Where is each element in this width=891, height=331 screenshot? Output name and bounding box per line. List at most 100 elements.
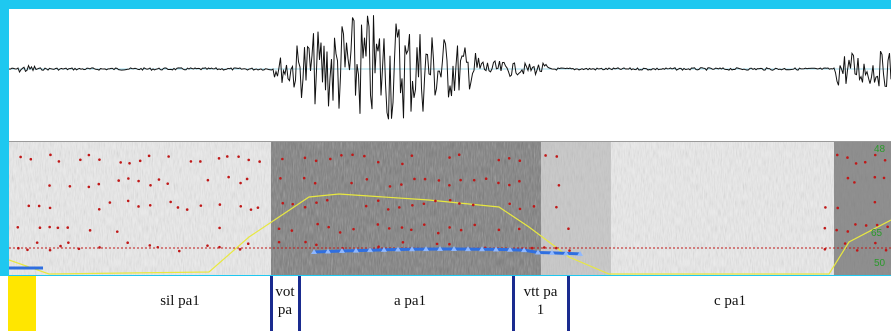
boundary-2[interactable]: [298, 276, 301, 331]
formant-dot: [256, 206, 260, 209]
formant-dot: [835, 153, 839, 157]
boundary-3[interactable]: [512, 276, 515, 331]
segment-a-pa1[interactable]: a pa1: [393, 293, 427, 309]
formant-dot: [435, 242, 439, 246]
formant-dot: [873, 175, 877, 179]
formant-dot: [238, 248, 242, 251]
spectrogram-panel[interactable]: 48 65 50: [9, 142, 891, 275]
axis-tick-bottom: 50: [874, 258, 886, 269]
formant-dot: [458, 202, 461, 205]
formant-dot: [237, 155, 240, 158]
formant-dot: [823, 226, 827, 230]
formant-dot: [340, 153, 343, 157]
formant-dot: [29, 157, 33, 161]
formant-dot: [115, 230, 119, 233]
formant-dot: [410, 154, 414, 157]
pitch-mark: [535, 249, 541, 255]
formant-dot: [302, 176, 306, 180]
formant-dot: [239, 181, 242, 185]
formant-dot: [189, 160, 193, 163]
pitch-mark: [479, 246, 485, 252]
pitch-mark: [563, 250, 569, 256]
formant-dot: [304, 240, 307, 244]
formant-dot: [448, 198, 452, 202]
segment-sil-pa1[interactable]: sil pa1: [160, 293, 200, 309]
formant-dot: [329, 157, 332, 161]
formant-dot: [363, 154, 366, 158]
formant-dot: [350, 181, 353, 185]
axis-tick-mid: 65: [871, 228, 883, 239]
formant-dot: [448, 183, 451, 187]
segment-vtt-line1[interactable]: vtt pa: [523, 284, 558, 300]
pitch-marks: [311, 246, 583, 256]
formant-dot: [19, 155, 22, 159]
formant-dot: [854, 162, 858, 165]
formant-dot: [388, 185, 392, 188]
formant-dot: [218, 226, 221, 230]
formant-dot: [48, 184, 51, 187]
formant-dot: [87, 153, 91, 157]
formant-dot: [835, 228, 838, 232]
formant-dot: [352, 227, 355, 231]
formant-dot: [225, 155, 229, 158]
boundary-4[interactable]: [567, 276, 570, 331]
segment-vot-line2[interactable]: pa: [277, 302, 293, 318]
formant-dot: [315, 243, 318, 247]
formant-dot: [873, 200, 877, 204]
segment-c-pa1[interactable]: c pa1: [713, 293, 747, 309]
formant-dot: [843, 242, 847, 245]
segment-vot-line1[interactable]: vot: [275, 284, 295, 300]
formant-dot: [846, 156, 849, 159]
formant-dot: [127, 177, 130, 180]
formant-dot: [846, 230, 850, 233]
formant-dot: [291, 202, 295, 206]
waveform-panel[interactable]: [8, 9, 891, 142]
pitch-mark: [493, 246, 499, 252]
formant-dot: [68, 184, 72, 188]
formant-dot: [185, 208, 189, 211]
formant-dot: [457, 153, 461, 157]
formant-dot: [246, 242, 250, 246]
formant-dot: [35, 241, 39, 244]
formant-dot: [886, 225, 889, 229]
pitch-mark: [381, 246, 387, 252]
formant-dot: [67, 241, 70, 244]
formant-dot: [48, 248, 52, 252]
formant-dot: [387, 227, 391, 230]
formant-dot: [148, 244, 152, 247]
formant-dot: [325, 198, 329, 202]
formant-dot: [137, 205, 140, 208]
formant-dot: [448, 242, 451, 246]
formant-dot: [448, 226, 451, 229]
formant-dot: [365, 178, 369, 181]
formant-dot: [169, 200, 172, 204]
boundary-1[interactable]: [270, 276, 273, 331]
pitch-mark: [437, 246, 443, 252]
formant-dot: [148, 203, 152, 207]
formant-dot: [497, 181, 500, 185]
formant-dot: [376, 160, 380, 164]
pitch-mark: [353, 247, 359, 253]
formant-dot: [497, 158, 501, 162]
formant-dot: [27, 204, 31, 208]
formant-dot: [217, 157, 221, 160]
segment-vtt-line2[interactable]: 1: [536, 302, 545, 318]
formant-dot: [473, 223, 477, 227]
formant-dot: [508, 183, 511, 187]
formant-dot: [864, 224, 868, 227]
formant-dot: [508, 202, 511, 206]
formant-dot: [245, 177, 249, 181]
formant-dot: [147, 154, 151, 158]
formant-dot: [239, 205, 243, 208]
formant-dot: [544, 154, 547, 157]
formant-dot: [422, 202, 426, 206]
selection-marker[interactable]: [8, 276, 36, 331]
formant-dot: [313, 181, 317, 185]
formant-dot: [281, 157, 284, 161]
formant-dot: [87, 185, 91, 189]
formant-dot: [17, 246, 20, 250]
annotation-tier[interactable]: [0, 276, 891, 331]
formant-dot: [218, 203, 222, 206]
formant-dot: [314, 159, 318, 163]
formant-dot: [471, 203, 475, 207]
